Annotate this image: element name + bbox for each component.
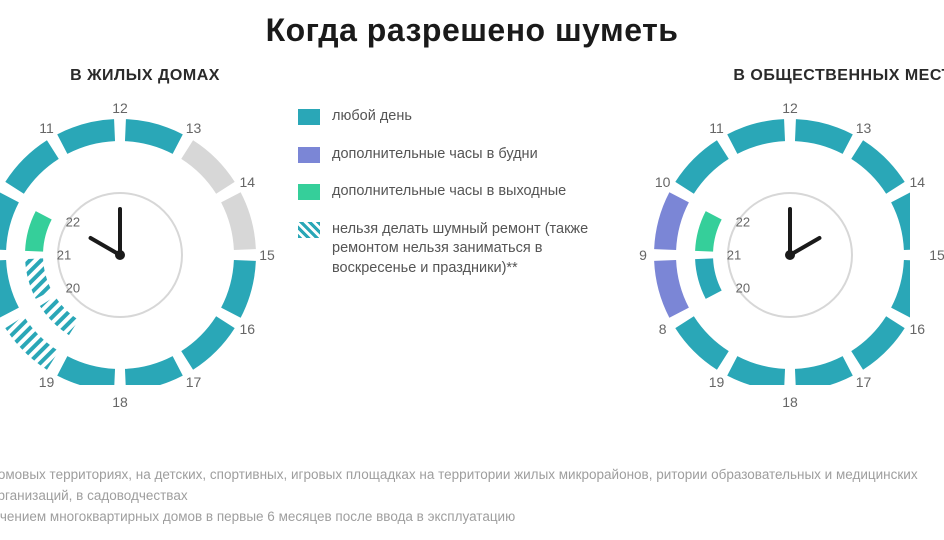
hour-label-inner: 22 [66,215,80,230]
legend-swatch [298,184,320,200]
hour-label: 12 [112,100,128,116]
hour-label: 13 [856,120,872,136]
hour-label: 17 [856,374,872,390]
hour-label: 17 [186,374,202,390]
legend-label: нельзя делать шумный ремонт (также ремон… [332,220,602,279]
hour-label: 14 [910,174,926,190]
hour-label-inner: 21 [57,248,71,263]
hour-label: 18 [782,394,798,410]
hour-label-inner: 21 [727,248,741,263]
hour-label: 16 [910,321,926,337]
legend-swatch [298,109,320,125]
hour-label-inner: 20 [736,281,750,296]
clock-left: 8910111213141516171819202122 [0,95,290,385]
hour-label-inner: 22 [736,215,750,230]
hour-label-inner: 20 [66,281,80,296]
hour-label: 18 [112,394,128,410]
hour-label: 15 [929,247,944,263]
hour-label: 19 [709,374,725,390]
hour-label: 10 [655,174,671,190]
hour-label: 14 [240,174,256,190]
legend-label: дополнительные часы в выходные [332,182,566,202]
hour-label: 8 [659,321,667,337]
legend-row: дополнительные часы в будни [298,145,620,165]
hour-label: 13 [186,120,202,136]
legend-swatch [298,222,320,238]
footnotes: домовых территориях, на детских, спортив… [0,465,944,528]
hour-label: 12 [782,100,798,116]
hour-label: 16 [240,321,256,337]
right-subtitle: В ОБЩЕСТВЕННЫХ МЕСТАХ [650,67,944,85]
hour-label: 19 [39,374,55,390]
hour-label: 11 [709,120,724,136]
footnote-line: домовых территориях, на детских, спортив… [0,465,944,507]
hour-label: 11 [39,120,54,136]
columns: В ЖИЛЫХ ДОМАХ 89101112131415161718192021… [0,67,944,385]
hour-label: 9 [639,247,647,263]
clock-right: 8910111213141516171819202122 [620,95,910,385]
legend-label: дополнительные часы в будни [332,145,538,165]
legend-label: любой день [332,107,412,127]
left-subtitle: В ЖИЛЫХ ДОМАХ [0,67,290,85]
legend-row: любой день [298,107,620,127]
hour-label: 15 [259,247,275,263]
legend: любой день дополнительные часы в будни доп… [290,107,620,278]
legend-row: дополнительные часы в выходные [298,182,620,202]
legend-row: нельзя делать шумный ремонт (также ремон… [298,220,620,279]
legend-swatch [298,147,320,163]
footnote-line: ючением многоквартирных домов в первые 6… [0,507,944,528]
page-title: Когда разрешено шуметь [0,12,944,49]
